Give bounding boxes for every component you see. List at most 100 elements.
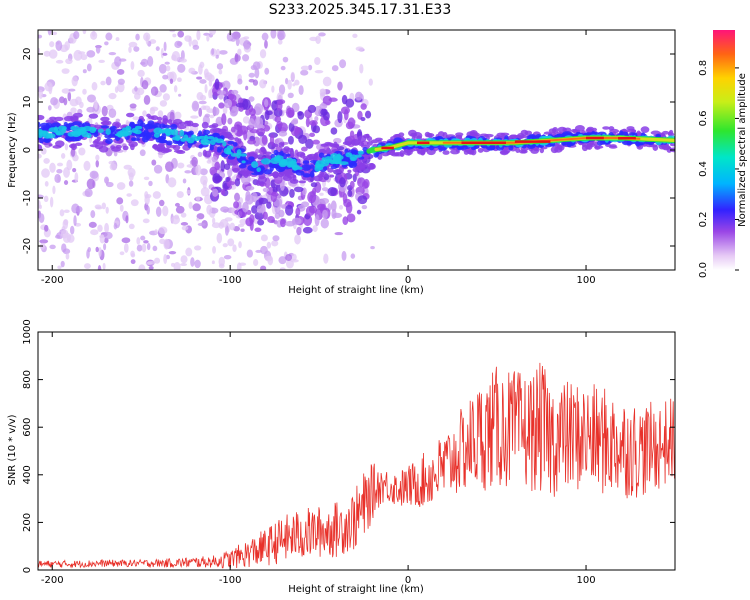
spectral-blob — [243, 130, 248, 141]
spectral-noise-blob — [162, 74, 169, 80]
spectral-noise-blob — [280, 65, 286, 71]
ridge-blob — [166, 140, 173, 146]
spectral-noise-blob — [171, 215, 180, 225]
spectral-noise-blob — [242, 54, 250, 62]
spectral-noise-blob — [50, 97, 58, 106]
spectral-noise-blob — [294, 79, 300, 86]
ridge-blob — [278, 141, 285, 148]
spectral-noise-blob — [126, 193, 132, 197]
ridge-blob — [110, 130, 116, 137]
spectral-noise-blob — [158, 226, 168, 235]
spectral-noise-blob — [218, 50, 228, 55]
ridge-blob — [291, 164, 300, 171]
ridge-blob — [57, 125, 67, 132]
spectral-blob — [312, 125, 321, 134]
spectral-blob — [327, 186, 338, 197]
ridge-blob — [581, 144, 589, 152]
spectral-blob — [345, 98, 355, 108]
spectral-noise-blob — [66, 159, 73, 171]
spectral-noise-blob — [60, 229, 69, 239]
y-tick-label: 20 — [22, 48, 33, 61]
ridge-blob — [49, 116, 57, 121]
spectral-noise-blob — [61, 68, 70, 74]
spectral-noise-blob — [155, 206, 162, 217]
spectral-noise-blob — [86, 63, 92, 72]
ridge-blob — [100, 116, 110, 122]
y-tick-label: 600 — [22, 418, 33, 437]
spectral-noise-blob — [267, 255, 274, 266]
spectral-blob — [314, 116, 319, 122]
spectral-blob — [305, 117, 310, 128]
spectral-noise-blob — [82, 69, 87, 74]
ridge-blob — [236, 151, 241, 159]
spectral-noise-blob — [163, 41, 167, 52]
spectral-noise-blob — [208, 80, 213, 87]
spectral-noise-blob — [128, 223, 135, 230]
spectral-noise-blob — [105, 76, 112, 86]
spectral-noise-blob — [212, 246, 216, 254]
spectral-blob — [245, 190, 251, 202]
spectral-noise-blob — [243, 36, 250, 40]
x-tick-label: 100 — [576, 275, 595, 286]
x-tick-label: -100 — [219, 275, 242, 286]
ridge-blob — [291, 158, 297, 164]
spectral-noise-blob — [235, 37, 240, 47]
spectral-blob — [262, 187, 269, 193]
spectrogram-x-ticks: -200 -100 0 100 — [41, 30, 596, 286]
spectral-noise-blob — [245, 85, 249, 91]
colorbar-tick-label: 0.0 — [698, 262, 709, 278]
spectral-noise-blob — [167, 177, 177, 188]
spectral-noise-blob — [196, 30, 201, 41]
spectral-noise-blob — [206, 34, 210, 42]
spectral-noise-blob — [209, 30, 216, 36]
spectral-blob — [218, 102, 225, 109]
spectral-blob — [225, 176, 231, 183]
spectral-noise-blob — [181, 225, 189, 231]
spectral-noise-blob — [135, 33, 140, 41]
ridge-blob — [301, 164, 312, 171]
spectral-noise-blob — [57, 265, 62, 270]
ridge-blob — [470, 148, 477, 156]
ridge-blob — [327, 168, 334, 173]
colorbar: 0.0 0.2 0.4 0.6 0.8 Normalized spectral ampl… — [698, 30, 748, 278]
spectral-noise-blob — [117, 78, 125, 85]
spectral-noise-blob — [370, 246, 375, 250]
spectral-noise-blob — [104, 222, 109, 234]
spectral-noise-blob — [270, 30, 277, 39]
ridge-blob — [358, 162, 365, 169]
spectral-noise-blob — [237, 48, 242, 56]
spectral-blob — [249, 219, 254, 231]
spectral-noise-blob — [142, 110, 147, 117]
spectral-noise-blob — [61, 243, 67, 253]
spectral-noise-blob — [47, 30, 52, 36]
spectral-noise-blob — [229, 222, 236, 231]
ridge-blob — [399, 150, 405, 157]
spectral-noise-blob — [199, 94, 207, 101]
spectral-noise-blob — [139, 149, 146, 157]
spectral-noise-blob — [135, 87, 145, 96]
spectral-noise-blob — [71, 75, 78, 87]
ridge-blob — [410, 132, 418, 137]
spectral-noise-blob — [51, 31, 58, 36]
ridge-blob — [109, 125, 117, 132]
ridge-blob — [246, 152, 251, 158]
spectral-noise-blob — [116, 197, 124, 205]
snr-y-ticks: 0 200 400 600 800 1000 — [22, 319, 675, 573]
ridge-blob — [519, 135, 528, 139]
spectral-noise-blob — [113, 222, 118, 230]
spectral-noise-blob — [261, 32, 269, 41]
spectral-noise-blob — [73, 30, 80, 40]
ridge-blob — [162, 115, 168, 122]
spectral-noise-blob — [271, 85, 275, 93]
spectral-noise-blob — [38, 204, 42, 210]
ridge-blob — [332, 160, 342, 165]
ridge-blob — [334, 154, 344, 161]
ridge-blob — [92, 140, 99, 145]
spectral-blob — [360, 117, 366, 122]
y-tick-label: -20 — [22, 238, 33, 254]
spectral-blob — [251, 205, 258, 214]
spectral-noise-blob — [143, 240, 149, 244]
spectral-noise-blob — [279, 267, 286, 270]
spectral-noise-blob — [260, 265, 267, 270]
spectral-noise-blob — [259, 79, 267, 89]
